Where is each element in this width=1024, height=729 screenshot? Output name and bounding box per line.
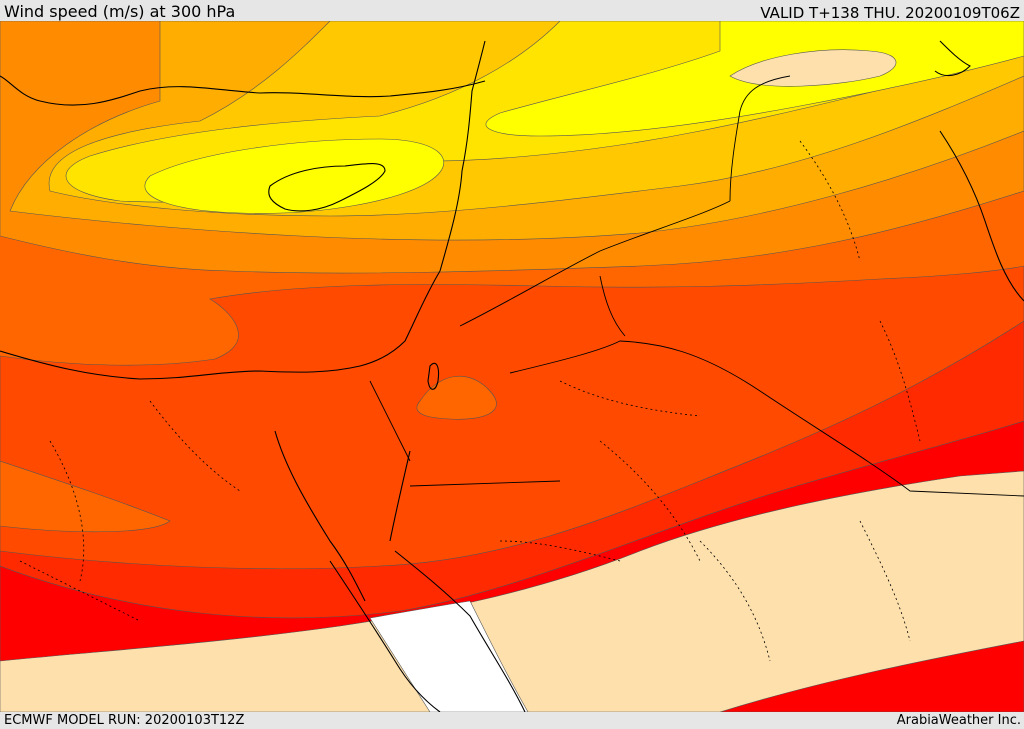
coastline-gulf-of-suez [274,430,366,602]
admin-boundaries [19,140,921,662]
admin-line-5 [799,140,861,262]
valid-time-label: VALID T+138 THU. 20200109T06Z [760,4,1020,22]
footer-bar [0,712,1024,729]
coastlines [0,40,1024,712]
coastline-dead-sea [427,362,440,390]
coastline-anatolia-south [0,75,486,106]
band-weak-north [729,49,897,87]
border-jordan-iraq [459,200,731,327]
credit-label: ArabiaWeather Inc. [896,713,1021,728]
border-saudi-north [509,340,1024,497]
header-bar [0,0,1024,21]
admin-line-7 [699,540,771,662]
band-calm [369,600,529,712]
coastline-red-sea-east [394,550,526,712]
coastline-caspian [934,40,971,77]
band-dark-orange-south [0,460,171,533]
coastline-levant [439,40,486,272]
wind-speed-bands [0,21,1024,712]
admin-line-10 [499,540,621,562]
admin-line-4 [559,380,701,417]
admin-line-3 [599,440,701,562]
border-egypt-sudan [409,480,561,487]
coastline-persian-gulf [939,130,1024,302]
coastline-red-sea-west [329,560,441,712]
admin-line-1 [149,400,241,492]
band-red-southeast [719,640,1024,712]
border-sinai [369,380,411,462]
wind-speed-map [0,21,1024,712]
band-yellow-west [144,138,445,214]
coastline-gulf-of-aqaba [389,450,411,542]
border-iraq-iran [729,75,791,202]
coastline-cyprus [268,163,386,212]
borders [369,75,1024,497]
band-dark-orange-sinai [416,376,497,420]
border-saudi-jordan [599,275,626,337]
map-title: Wind speed (m/s) at 300 hPa [4,2,236,21]
coastline-mediterranean-south [0,270,441,380]
model-run-label: ECMWF MODEL RUN: 20200103T12Z [4,713,245,728]
admin-line-8 [859,520,911,642]
